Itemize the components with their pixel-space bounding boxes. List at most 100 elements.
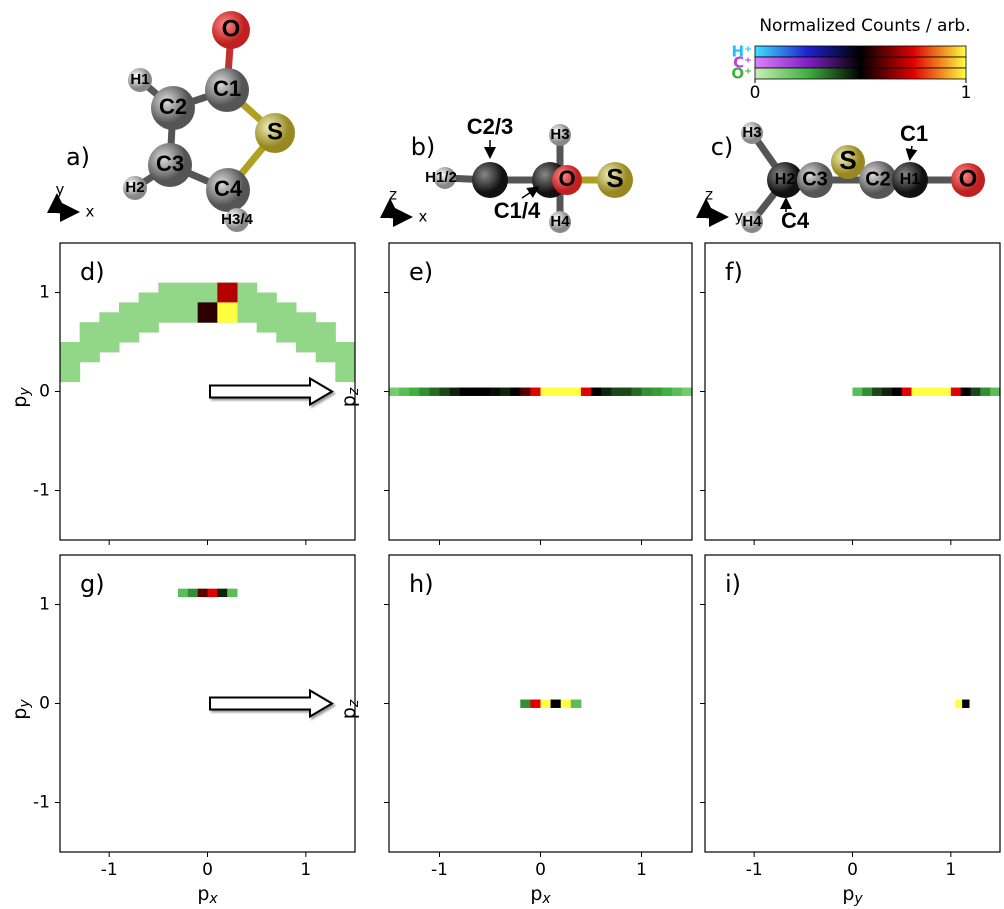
colorbar-title: Normalized Counts / arb. xyxy=(759,16,970,36)
x-axis-label-sub: y xyxy=(853,891,863,907)
x-tick-label: 0 xyxy=(535,860,546,880)
axis-name: y xyxy=(56,181,65,199)
pointer xyxy=(905,145,918,161)
heatmap-cell xyxy=(335,361,356,383)
atom xyxy=(597,162,633,198)
heatmap-cell xyxy=(862,387,873,396)
x-axis-label: py xyxy=(842,883,863,908)
heatmap-cell xyxy=(921,387,932,396)
heatmap-cell xyxy=(550,387,562,396)
heatmap-cell xyxy=(530,387,541,396)
x-axis-label: px xyxy=(530,883,551,908)
panel: -1 0 1 d) py xyxy=(9,242,356,545)
y-tick-label: 1 xyxy=(39,595,50,615)
heatmap-cell xyxy=(419,387,430,396)
molecule-label: b) xyxy=(411,133,436,161)
heatmap-cell xyxy=(520,699,531,708)
heatmap-cell xyxy=(941,387,952,396)
y-axis-label-main: p xyxy=(338,395,360,407)
y-axis-label-sub: z xyxy=(346,387,362,396)
heatmap-cell xyxy=(439,387,451,396)
x-axis-label-sub: x xyxy=(208,891,218,907)
atom xyxy=(225,208,249,232)
atom-label: H4 xyxy=(550,213,570,230)
heatmap-cell xyxy=(389,387,400,396)
atom-label: C1 xyxy=(900,121,928,146)
x-tick-label: 1 xyxy=(300,860,311,880)
heatmap-cell xyxy=(459,387,471,396)
heatmap-cell xyxy=(197,302,218,323)
heatmap-cell xyxy=(570,699,582,708)
y-tick-label: 0 xyxy=(39,382,50,402)
atom-label: C2/3 xyxy=(467,114,513,139)
atom xyxy=(951,163,985,197)
heatmap-cell xyxy=(631,387,642,396)
atom xyxy=(148,143,192,187)
x-axis-label-main: p xyxy=(842,883,854,905)
axis-name: y xyxy=(735,208,744,226)
heatmap-cell xyxy=(901,387,912,396)
heatmap-cell xyxy=(651,387,663,396)
heatmap-cell xyxy=(540,387,552,396)
atom xyxy=(123,176,147,200)
colorbar-row xyxy=(754,56,967,69)
y-axis-label-sub: y xyxy=(17,387,33,397)
x-tick-label: 1 xyxy=(945,860,956,880)
atom-label: H3/4 xyxy=(221,211,253,228)
atom-label: C1 xyxy=(213,76,241,101)
atom xyxy=(472,162,508,198)
y-axis-label-main: p xyxy=(338,707,360,719)
axis-name: z xyxy=(705,186,713,204)
heatmap-cell xyxy=(520,387,531,396)
heatmap-cell xyxy=(671,387,683,396)
atom-label: H1/2 xyxy=(425,169,457,186)
heatmap-cell xyxy=(540,699,552,708)
atom-label: H2 xyxy=(775,171,796,188)
atom xyxy=(205,68,249,112)
heatmap-cell xyxy=(980,387,991,396)
atom-label: C2 xyxy=(865,168,891,190)
axis-name: z xyxy=(389,186,397,204)
heatmap-cell xyxy=(621,387,632,396)
heatmap-cell xyxy=(296,312,317,333)
heatmap-cell xyxy=(217,588,228,598)
heatmap-cell xyxy=(570,387,582,396)
atom xyxy=(212,11,250,49)
heatmap-cell xyxy=(207,588,218,598)
heatmap-cell xyxy=(429,387,440,396)
y-axis-label-sub: z xyxy=(346,699,362,708)
heatmap-cell xyxy=(962,699,970,708)
x-tick-label: -1 xyxy=(431,860,448,880)
colorbar-row-label: C⁺ xyxy=(733,54,752,72)
panel: -1 0 1 i) py xyxy=(700,554,1001,908)
heatmap-cell xyxy=(500,387,511,396)
y-axis-label: pz xyxy=(338,699,363,719)
heatmap-cell xyxy=(580,387,592,396)
heatmap-cell xyxy=(158,302,179,323)
heatmap-cell xyxy=(158,282,179,303)
heatmap-cell xyxy=(661,387,673,396)
panel-label: h) xyxy=(409,570,434,598)
atom xyxy=(549,124,571,146)
x-tick-label: 0 xyxy=(202,860,213,880)
y-axis-label-main: p xyxy=(9,396,31,408)
atom-label: H3 xyxy=(550,126,569,143)
x-tick-label: 0 xyxy=(847,860,858,880)
heatmap-cell xyxy=(399,387,410,396)
heatmap-cell xyxy=(950,387,962,396)
x-tick-label: -1 xyxy=(746,860,763,880)
heatmap-cell xyxy=(315,342,336,363)
heatmap-cell xyxy=(138,292,159,313)
heatmap-cell xyxy=(217,282,238,303)
heatmap-cell xyxy=(217,302,238,323)
heatmap-cell xyxy=(490,387,501,396)
heatmap-cell xyxy=(550,699,562,708)
atom xyxy=(255,113,295,153)
heatmap-cell xyxy=(601,387,612,396)
atom xyxy=(206,168,250,212)
atom-label: H3 xyxy=(742,124,761,141)
x-axis-label-main: p xyxy=(530,883,542,905)
colorbar-tick-label: 1 xyxy=(961,83,972,103)
atom xyxy=(552,165,582,195)
